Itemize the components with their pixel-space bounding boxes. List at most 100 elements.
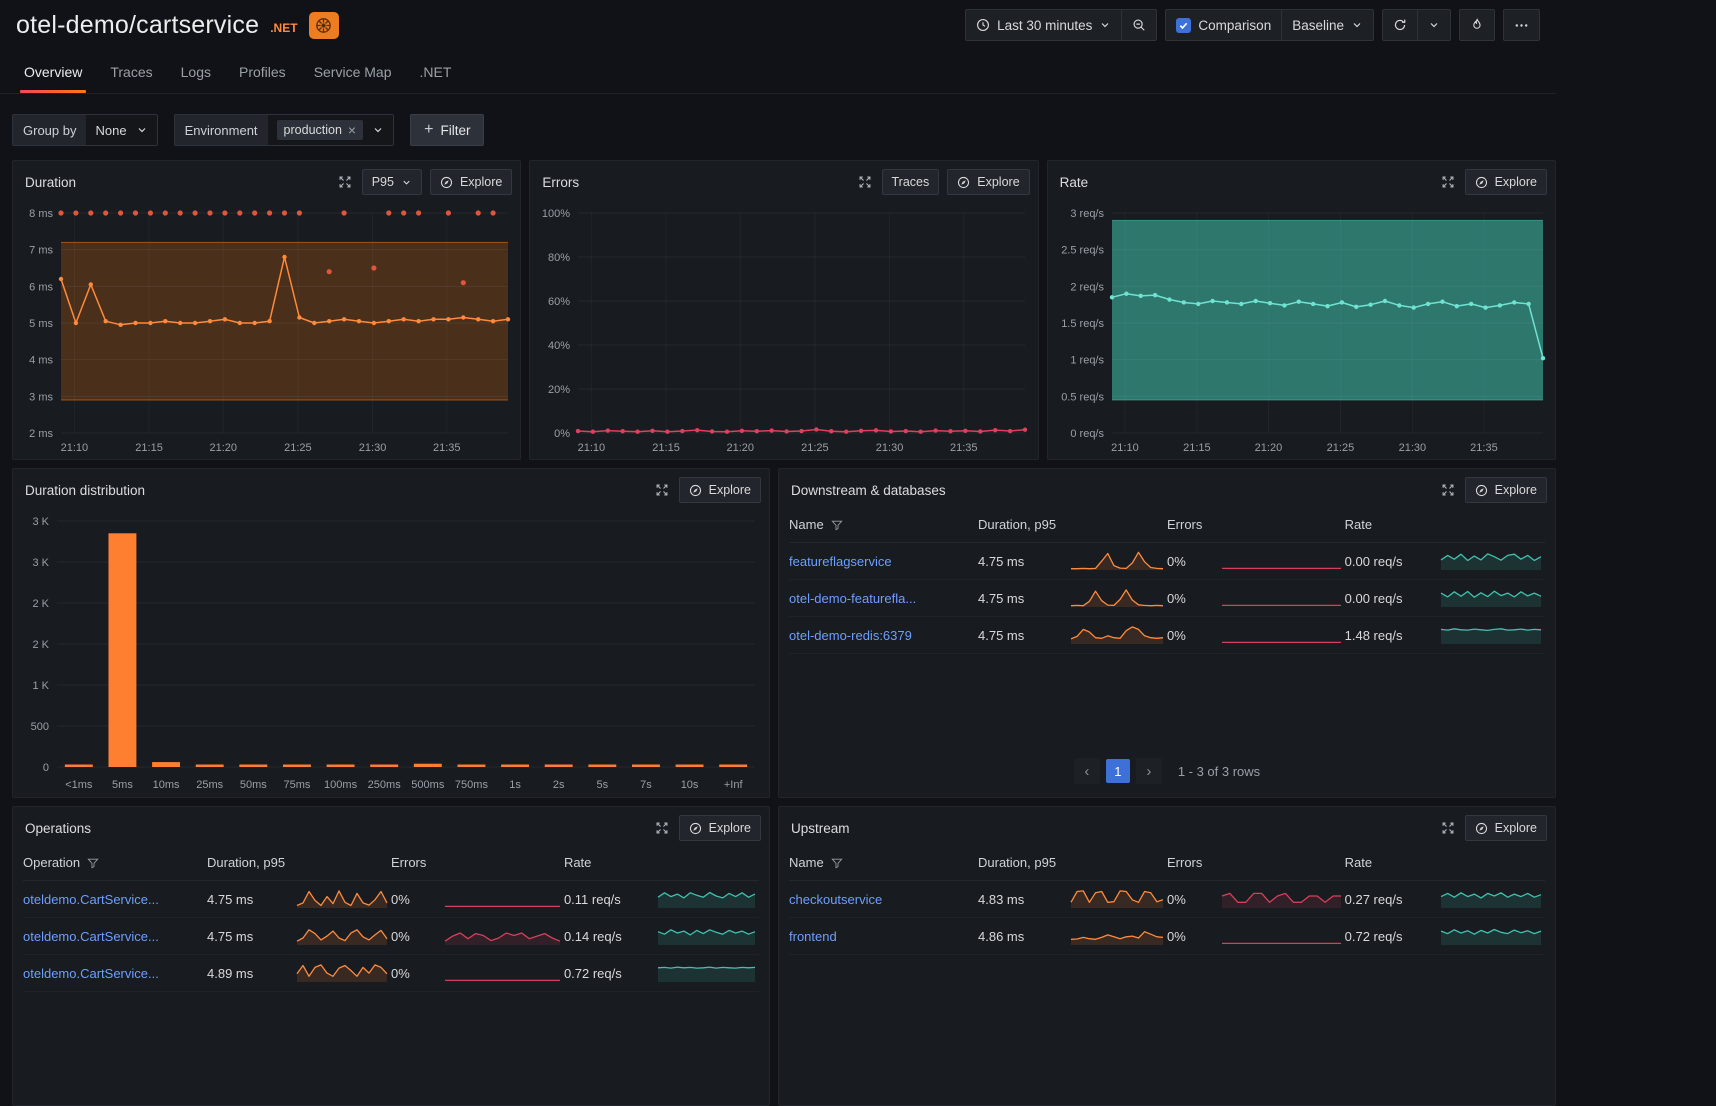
service-link[interactable]: otel-demo-featurefla...	[789, 590, 917, 606]
expand-icon	[1442, 822, 1454, 834]
column-header-errors[interactable]: Errors	[1166, 855, 1203, 870]
title-area: otel-demo/cartservice .NET	[16, 11, 339, 40]
expand-icon-button[interactable]	[1439, 173, 1457, 191]
refresh-button[interactable]	[1383, 10, 1417, 40]
time-range-label: Last 30 minutes	[997, 17, 1093, 33]
service-link[interactable]: oteldemo.CartService...	[23, 928, 159, 944]
errors-value: 0%	[1166, 891, 1186, 907]
expand-icon-button[interactable]	[1439, 481, 1457, 499]
service-link[interactable]: frontend	[789, 928, 837, 944]
errors-chart[interactable]: 21:10 21:15 21:20 21:25 21:30 21:35 0% 20% 40% 60…	[530, 199, 1037, 459]
table-row: oteldemo.CartService... 4.89 ms 0% 0.72 req…	[23, 955, 759, 992]
chevron-down-icon	[138, 128, 145, 133]
expand-icon-button[interactable]	[1439, 819, 1457, 837]
duration-chart[interactable]: 21:10 21:15 21:20 21:25 21:30 21:35 2 ms 3 ms 4 …	[13, 199, 520, 459]
prev-page-button[interactable]: ‹	[1073, 758, 1100, 784]
errors-sparkline	[1220, 886, 1345, 912]
column-header-duration[interactable]: Duration, p95	[978, 517, 1057, 532]
explore-button[interactable]: Explore	[1464, 815, 1547, 841]
comparison-toggle[interactable]: Comparison	[1166, 10, 1281, 40]
expand-icon	[1442, 484, 1454, 496]
plus-icon: +	[424, 121, 434, 138]
service-link[interactable]: oteldemo.CartService...	[23, 891, 159, 907]
duration-sparkline	[1069, 585, 1167, 611]
baseline-select[interactable]: Baseline	[1281, 10, 1373, 40]
svg-text:21:30: 21:30	[1398, 442, 1426, 454]
tab-dotnet[interactable]: .NET	[412, 50, 460, 93]
tab-overview[interactable]: Overview	[16, 50, 90, 93]
column-header-errors[interactable]: Errors	[1166, 517, 1203, 532]
svg-text:750ms: 750ms	[455, 779, 489, 791]
expand-icon-button[interactable]	[653, 819, 671, 837]
service-link[interactable]: oteldemo.CartService...	[23, 965, 159, 981]
column-header-duration[interactable]: Duration, p95	[978, 855, 1057, 870]
more-menu-button[interactable]	[1504, 10, 1539, 40]
duration-value: 4.83 ms	[978, 891, 1025, 907]
column-header-rate[interactable]: Rate	[1344, 855, 1373, 870]
svg-text:500: 500	[31, 721, 49, 733]
tab-service-map[interactable]: Service Map	[306, 50, 400, 93]
percentile-select[interactable]: P95	[361, 169, 422, 195]
service-name-cell: oteldemo.CartService...	[23, 892, 207, 907]
explore-button[interactable]: Explore	[947, 169, 1030, 195]
expand-icon-button[interactable]	[856, 173, 874, 191]
filter-icon[interactable]	[831, 857, 843, 869]
column-header-operation[interactable]: Operation	[23, 855, 207, 870]
environment-select[interactable]: production ×	[267, 115, 394, 145]
environment-tag-label: production	[283, 123, 342, 137]
next-page-button[interactable]: ›	[1135, 758, 1162, 784]
rate-value: 1.48 req/s	[1344, 627, 1403, 643]
page-1-button[interactable]: 1	[1105, 759, 1130, 783]
column-header-errors[interactable]: Errors	[390, 855, 427, 870]
zoom-out-icon	[1133, 19, 1146, 31]
tab-traces[interactable]: Traces	[102, 50, 160, 93]
rate-value: 0.72 req/s	[1344, 928, 1403, 944]
tab-profiles[interactable]: Profiles	[231, 50, 294, 93]
expand-icon-button[interactable]	[336, 173, 354, 191]
filter-icon[interactable]	[831, 519, 843, 531]
explore-button[interactable]: Explore	[1464, 477, 1547, 503]
explore-button[interactable]: Explore	[678, 477, 761, 503]
remove-tag-icon[interactable]: ×	[347, 122, 357, 138]
errors-sparkline	[1220, 548, 1345, 574]
column-header-rate[interactable]: Rate	[563, 855, 592, 870]
column-header-name[interactable]: Name	[789, 517, 978, 532]
compass-icon	[1475, 484, 1487, 496]
explore-button[interactable]: Explore	[1464, 169, 1547, 195]
rate-chart[interactable]: 21:10 21:15 21:20 21:25 21:30 21:35 0 req/s 0.5…	[1048, 199, 1555, 459]
refresh-interval-select[interactable]	[1417, 10, 1450, 40]
panel-title: Operations	[25, 820, 92, 836]
chevron-down-icon	[374, 128, 382, 133]
column-header-rate[interactable]: Rate	[1344, 517, 1373, 532]
column-header-duration[interactable]: Duration, p95	[207, 855, 286, 870]
environment-label: Environment	[174, 115, 268, 145]
service-link[interactable]: otel-demo-redis:6379	[789, 627, 912, 643]
group-by-select[interactable]: None	[86, 115, 157, 145]
chevron-down-icon	[1101, 23, 1109, 28]
flame-button[interactable]	[1460, 10, 1494, 40]
explore-button[interactable]: Explore	[429, 169, 513, 195]
comparison-checkbox[interactable]	[1176, 17, 1192, 33]
service-link[interactable]: checkoutservice	[789, 891, 883, 907]
chevron-down-icon	[403, 180, 410, 185]
rate-sparkline	[656, 960, 759, 986]
column-header-name[interactable]: Name	[789, 855, 978, 870]
service-link[interactable]: featureflagservice	[789, 553, 892, 569]
tab-logs[interactable]: Logs	[173, 50, 219, 93]
rate-value: 0.27 req/s	[1344, 891, 1403, 907]
filter-icon[interactable]	[87, 857, 99, 869]
svg-text:3 ms: 3 ms	[29, 391, 53, 403]
time-range-picker[interactable]: Last 30 minutes	[966, 10, 1121, 40]
more-group	[1503, 9, 1540, 41]
explore-button[interactable]: Explore	[678, 815, 761, 841]
upstream-table-body: checkoutservice 4.83 ms 0% 0.27 req/s fronte…	[789, 881, 1545, 955]
traces-button[interactable]: Traces	[881, 169, 940, 195]
svg-text:7 ms: 7 ms	[29, 245, 53, 257]
zoom-out-button[interactable]	[1121, 10, 1156, 40]
expand-icon-button[interactable]	[653, 481, 671, 499]
add-filter-button[interactable]: + Filter	[410, 114, 485, 146]
duration-distribution-chart[interactable]: 0 500 1 K 2 K 2 K 3 K 3 K <1ms 5ms 10ms 25ms 50ms 75…	[13, 507, 769, 797]
service-name-cell: otel-demo-redis:6379	[789, 628, 978, 643]
svg-text:0.5 req/s: 0.5 req/s	[1061, 391, 1104, 403]
explore-label: Explore	[708, 483, 751, 497]
